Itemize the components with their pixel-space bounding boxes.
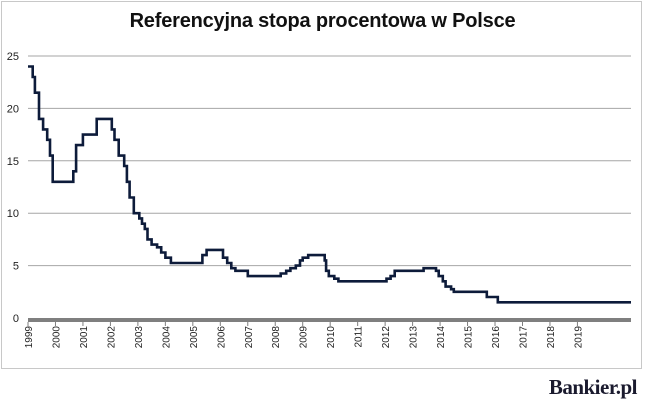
y-tick-label: 15 xyxy=(7,156,19,168)
x-tick-label: 2011 xyxy=(354,326,365,348)
x-tick-label: 2019 xyxy=(573,326,584,349)
x-tick-label: 2009 xyxy=(299,326,310,349)
x-tick-label: 2018 xyxy=(546,326,557,349)
y-tick-label: 10 xyxy=(7,208,19,220)
x-tick-label: 2001 xyxy=(79,326,90,349)
y-tick-label: 20 xyxy=(7,103,19,115)
chart-frame xyxy=(1,1,642,369)
x-tick-label: 2005 xyxy=(189,326,200,349)
rate-series-line xyxy=(28,65,631,304)
x-tick-label: 2010 xyxy=(326,326,337,349)
x-tick-label: 2002 xyxy=(106,326,117,349)
x-tick-label: 2017 xyxy=(518,326,529,349)
y-tick-label: 25 xyxy=(7,51,19,63)
x-tick-label: 2013 xyxy=(409,326,420,349)
x-axis xyxy=(28,318,631,322)
line-chart: 0 5 10 15 20 25 1999 2000 2001 2002 2003 2004 2005 2… xyxy=(7,51,631,349)
x-tick-label: 2003 xyxy=(134,326,145,349)
x-tick-label: 2012 xyxy=(381,326,392,349)
y-tick-label: 5 xyxy=(13,261,19,273)
x-tick-label: 2004 xyxy=(161,326,172,349)
bankier-logo: Bankier.pl xyxy=(548,375,638,399)
chart-title: Referencyjna stopa procentowa w Polsce xyxy=(129,10,516,32)
x-tick-label: 1999 xyxy=(24,326,35,349)
x-tick-label: 2016 xyxy=(491,326,502,349)
x-tick-label: 2008 xyxy=(271,326,282,349)
x-tick-label: 2006 xyxy=(216,326,227,349)
x-tick-label: 2015 xyxy=(464,326,475,349)
x-tick-label: 2014 xyxy=(436,326,447,349)
x-tick-label: 2007 xyxy=(244,326,255,349)
x-tick-label: 2000 xyxy=(51,326,62,349)
y-tick-label: 0 xyxy=(13,313,19,325)
